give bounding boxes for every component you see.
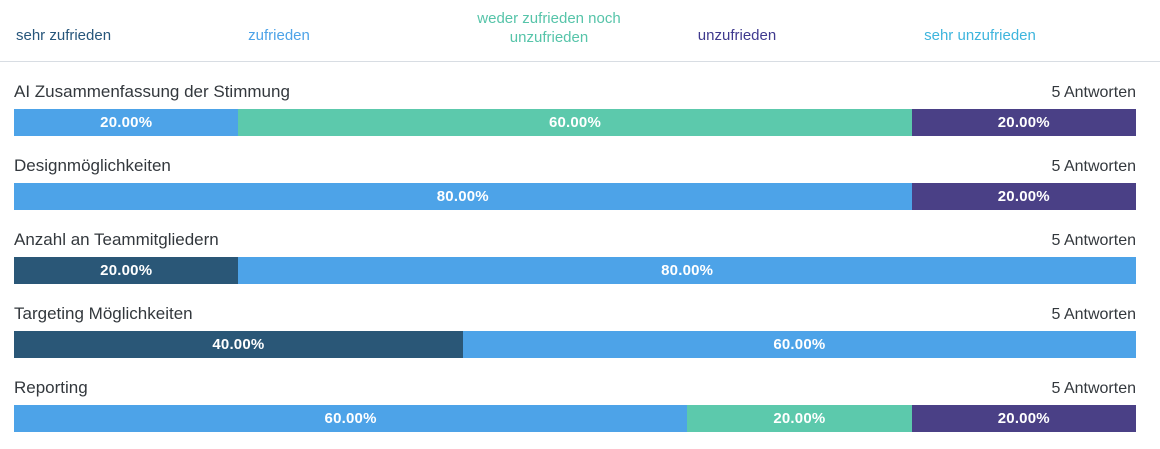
bar-segment-zufrieden: 60.00% (14, 405, 688, 432)
legend-header: sehr zufrieden zufrieden weder zufrieden n… (0, 0, 1160, 62)
stacked-bar: 20.00% 60.00% 20.00% (14, 109, 1136, 136)
bar-segment-zufrieden: 20.00% (14, 109, 239, 136)
row-header: Anzahl an Teammitgliedern 5 Antworten (14, 230, 1136, 251)
row-header: AI Zusammenfassung der Stimmung 5 Antwort… (14, 82, 1136, 103)
stacked-bar: 40.00% 60.00% (14, 331, 1136, 358)
row-header: Designmöglichkeiten 5 Antworten (14, 156, 1136, 177)
question-label: Targeting Möglichkeiten (14, 304, 193, 323)
bar-segment-weder: 60.00% (238, 109, 912, 136)
question-rows: AI Zusammenfassung der Stimmung 5 Antwort… (0, 82, 1160, 432)
row-header: Reporting 5 Antworten (14, 378, 1136, 399)
legend-item-sehr_zufrieden: sehr zufrieden (16, 27, 112, 44)
answer-count: 5 Antworten (1051, 84, 1137, 101)
survey-results-chart: sehr zufrieden zufrieden weder zufrieden n… (0, 0, 1160, 432)
question-row: AI Zusammenfassung der Stimmung 5 Antwort… (14, 82, 1136, 136)
legend-item-zufrieden: zufrieden (248, 27, 310, 44)
question-label: Designmöglichkeiten (14, 156, 171, 175)
answer-count: 5 Antworten (1051, 158, 1137, 175)
question-row: Reporting 5 Antworten 60.00% 20.00% 20.00% (14, 378, 1136, 432)
bar-segment-weder: 20.00% (687, 405, 912, 432)
bar-segment-unzufrieden: 20.00% (911, 183, 1136, 210)
question-label: Reporting (14, 378, 88, 397)
bar-segment-zufrieden: 80.00% (238, 257, 1136, 284)
answer-count: 5 Antworten (1051, 232, 1137, 249)
question-row: Targeting Möglichkeiten 5 Antworten 40.00%… (14, 304, 1136, 358)
answer-count: 5 Antworten (1051, 306, 1137, 323)
bar-segment-unzufrieden: 20.00% (911, 405, 1136, 432)
bar-segment-zufrieden: 80.00% (14, 183, 912, 210)
bar-segment-unzufrieden: 20.00% (911, 109, 1136, 136)
question-label: Anzahl an Teammitgliedern (14, 230, 219, 249)
row-header: Targeting Möglichkeiten 5 Antworten (14, 304, 1136, 325)
stacked-bar: 60.00% 20.00% 20.00% (14, 405, 1136, 432)
bar-segment-zufrieden: 60.00% (462, 331, 1136, 358)
question-row: Anzahl an Teammitgliedern 5 Antworten 20.0… (14, 230, 1136, 284)
legend-item-sehr_unzufrieden: sehr unzufrieden (924, 27, 1036, 44)
bar-segment-sehr_zufrieden: 20.00% (14, 257, 239, 284)
stacked-bar: 20.00% 80.00% (14, 257, 1136, 284)
legend-item-weder: weder zufrieden noch unzufrieden (477, 10, 621, 46)
bar-segment-sehr_zufrieden: 40.00% (14, 331, 463, 358)
stacked-bar: 80.00% 20.00% (14, 183, 1136, 210)
question-label: AI Zusammenfassung der Stimmung (14, 82, 290, 101)
question-row: Designmöglichkeiten 5 Antworten 80.00% 20.0… (14, 156, 1136, 210)
answer-count: 5 Antworten (1051, 380, 1137, 397)
legend-item-unzufrieden: unzufrieden (697, 27, 777, 44)
